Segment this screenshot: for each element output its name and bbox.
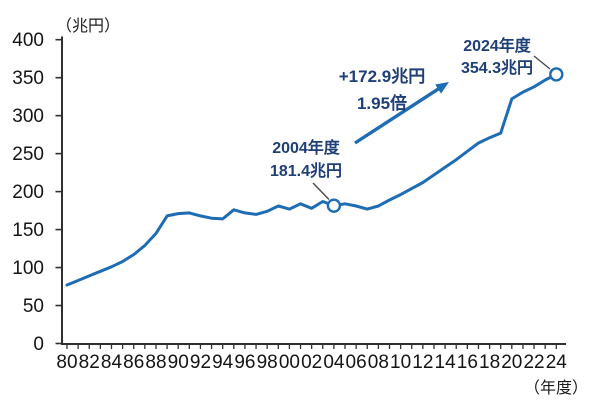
x-tick-label: 10 xyxy=(390,352,411,373)
x-tick-label: 88 xyxy=(145,352,166,373)
annotation-2024-value: 354.3兆円 xyxy=(460,60,534,77)
data-point-marker-2004 xyxy=(326,198,342,213)
increase-arrow-head xyxy=(435,82,449,94)
axes: 0 50 100 150 200 250 300 350 400 80 82 84 86 88 90 92 94… xyxy=(12,30,567,373)
series-line xyxy=(65,72,558,287)
y-tick-label: 50 xyxy=(23,296,44,317)
y-tick-label: 200 xyxy=(12,182,44,203)
x-tick-label: 82 xyxy=(79,352,100,373)
x-tick-label: 20 xyxy=(501,352,522,373)
y-axis-unit-label: （兆円） xyxy=(56,18,121,35)
x-tick-label: 86 xyxy=(123,352,144,373)
y-tick-label: 400 xyxy=(12,30,44,51)
x-tick-label: 80 xyxy=(56,352,77,373)
pointer-line-2024 xyxy=(533,55,551,70)
x-tick-label: 94 xyxy=(212,352,234,373)
y-tick-label: 100 xyxy=(12,258,44,279)
x-tick-label: 96 xyxy=(234,352,255,373)
y-tick-label: 300 xyxy=(12,106,44,127)
y-tick-label: 0 xyxy=(33,334,44,355)
x-tick-label: 08 xyxy=(368,352,389,373)
annotation-2004-value: 181.4兆円 xyxy=(269,163,343,180)
x-axis-unit-label: （年度） xyxy=(524,380,589,397)
x-tick-label: 84 xyxy=(101,352,123,373)
y-tick-label: 150 xyxy=(12,220,44,241)
annotation-delta-amount: +172.9兆円 xyxy=(338,67,426,86)
x-tick-label: 16 xyxy=(457,352,478,373)
annotation-2004: 2004年度 181.4兆円 xyxy=(250,137,362,183)
y-tick-label: 250 xyxy=(12,144,44,165)
x-tick-label: 12 xyxy=(412,352,433,373)
x-tick-label: 06 xyxy=(346,352,367,373)
x-tick-label: 90 xyxy=(168,352,189,373)
pointer-line-2004 xyxy=(312,182,330,200)
annotation-delta-ratio: 1.95倍 xyxy=(356,94,408,113)
x-tick-label: 24 xyxy=(546,352,568,373)
x-tick-label: 98 xyxy=(257,352,278,373)
x-tick-label: 02 xyxy=(301,352,322,373)
y-tick-label: 350 xyxy=(12,68,44,89)
annotation-2024-year: 2024年度 xyxy=(463,38,531,55)
annotation-2004-year: 2004年度 xyxy=(272,140,340,157)
x-tick-label: 92 xyxy=(190,352,211,373)
data-point-marker-2024 xyxy=(549,67,564,82)
axis-lines xyxy=(61,36,566,345)
increase-arrow xyxy=(354,87,440,145)
x-tick-label: 04 xyxy=(323,352,345,373)
annotation-2024: 2024年度 354.3兆円 xyxy=(441,36,553,80)
x-tick-label: 14 xyxy=(435,352,457,373)
x-tick-label: 00 xyxy=(279,352,300,373)
x-tick-label: 22 xyxy=(523,352,544,373)
x-tick-label: 18 xyxy=(479,352,500,373)
annotation-delta: +172.9兆円 1.95倍 xyxy=(316,63,448,117)
